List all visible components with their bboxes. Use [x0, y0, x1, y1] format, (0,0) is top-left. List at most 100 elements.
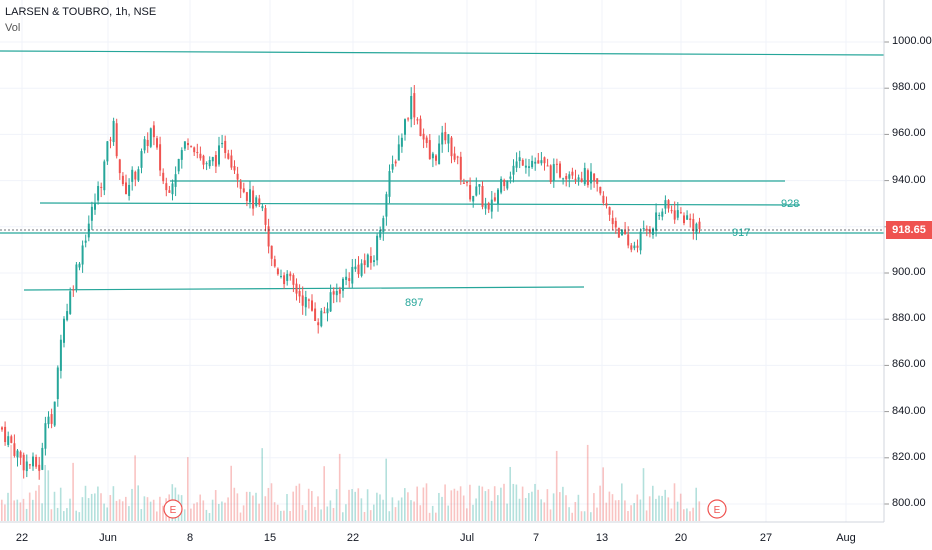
- candle-body: [686, 215, 689, 220]
- candle-body: [661, 211, 664, 217]
- volume-bar: [481, 486, 484, 521]
- volume-bar: [19, 502, 22, 521]
- volume-bar: [664, 489, 666, 521]
- volume-bar: [233, 487, 236, 521]
- level-label-928: 928: [781, 198, 800, 210]
- volume-legend[interactable]: Vol: [5, 22, 21, 34]
- volume-bar: [338, 453, 341, 521]
- candle-body: [84, 240, 87, 243]
- volume-bar: [214, 490, 217, 521]
- volume-bar: [571, 512, 573, 521]
- volume-bar: [94, 493, 96, 521]
- candle-body: [438, 143, 441, 165]
- volume-bar: [255, 492, 257, 521]
- candle-body: [72, 289, 75, 291]
- candle-body: [546, 165, 549, 167]
- candle-body: [311, 300, 313, 311]
- chart-title[interactable]: LARSEN & TOUBRO, 1h, NSE: [5, 6, 157, 18]
- volume-bar: [438, 492, 440, 521]
- candle-body: [273, 259, 276, 267]
- candle-body: [289, 273, 292, 277]
- volume-bar: [559, 492, 561, 521]
- candle-body: [1, 427, 3, 430]
- candle-body: [63, 318, 65, 343]
- volume-bar: [596, 507, 598, 521]
- volume-bar: [528, 493, 530, 521]
- volume-bar: [230, 465, 232, 521]
- candle-body: [549, 165, 552, 182]
- candle-body: [106, 141, 109, 162]
- volume-bar: [400, 497, 403, 521]
- candle-body: [332, 291, 335, 295]
- volume-bar: [366, 489, 369, 521]
- candle-body: [605, 203, 608, 206]
- candle-body: [165, 183, 168, 191]
- volume-bar: [252, 495, 254, 521]
- candle-body: [22, 454, 25, 471]
- volume-bar: [586, 444, 589, 521]
- candle-body: [484, 205, 487, 209]
- volume-bar: [673, 483, 676, 521]
- candle-body: [4, 426, 7, 443]
- volume-bar: [267, 487, 270, 521]
- volume-bar: [50, 509, 53, 521]
- volume-bar: [323, 466, 325, 521]
- volume-bar: [245, 491, 248, 521]
- candle-body: [338, 289, 341, 294]
- candle-body: [121, 175, 124, 185]
- volume-bar: [131, 488, 133, 521]
- volume-bar: [4, 504, 6, 521]
- candle-body: [335, 290, 338, 296]
- volume-bar: [317, 496, 319, 521]
- candle-body: [190, 146, 193, 148]
- earnings-marker-circle: [163, 499, 183, 519]
- volume-bar: [47, 470, 50, 521]
- candle-body: [472, 195, 475, 202]
- volume-bar: [264, 496, 267, 521]
- candle-body: [586, 170, 589, 186]
- volume-bar: [304, 510, 307, 521]
- level-line-897: [23, 286, 585, 291]
- candle-body: [404, 119, 406, 135]
- candle-body: [69, 291, 72, 314]
- candle-body: [497, 189, 499, 205]
- candle-body: [683, 215, 685, 224]
- earnings-marker[interactable]: E: [707, 499, 727, 519]
- candle-body: [534, 161, 537, 164]
- volume-bar: [667, 497, 670, 521]
- volume-bar: [75, 510, 77, 521]
- volume-bar: [608, 491, 611, 521]
- volume-bar: [63, 511, 65, 521]
- candle-body: [295, 283, 298, 294]
- candle-body: [493, 197, 496, 201]
- candle-body: [304, 296, 307, 308]
- volume-bar: [249, 491, 251, 521]
- volume-bar: [156, 511, 158, 521]
- volume-bar: [78, 512, 81, 521]
- volume-bar: [25, 508, 28, 521]
- candle-body: [667, 200, 670, 209]
- candle-body: [348, 278, 351, 281]
- candle-body: [174, 174, 177, 187]
- volume-bar: [537, 489, 539, 521]
- volume-bar: [611, 494, 614, 521]
- volume-bar: [546, 489, 549, 521]
- volume-bar: [28, 492, 31, 521]
- volume-bar: [487, 489, 490, 521]
- candle-body: [459, 156, 462, 180]
- volume-bar: [686, 508, 688, 521]
- candle-body: [562, 178, 565, 180]
- volume-bar: [97, 486, 99, 521]
- candle-body: [416, 119, 419, 121]
- candle-body: [608, 207, 611, 215]
- candle-body: [617, 227, 620, 238]
- volume-bar: [351, 489, 353, 521]
- candle-body: [125, 182, 127, 195]
- earnings-marker[interactable]: E: [163, 499, 183, 519]
- volume-bar: [53, 491, 56, 521]
- candle-body: [652, 228, 654, 235]
- candle-body: [286, 273, 289, 281]
- level-label-897: 897: [405, 297, 424, 309]
- volume-bar: [270, 483, 273, 521]
